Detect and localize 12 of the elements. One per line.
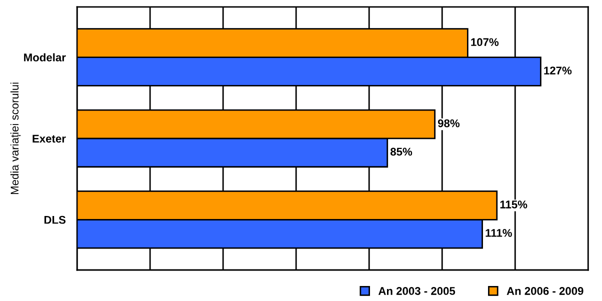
data-label: 115% <box>500 200 528 208</box>
y-tick-label: Exeter <box>32 134 66 143</box>
legend-label: An 2003 - 2005 <box>378 287 456 295</box>
data-label: 127% <box>544 66 572 74</box>
legend-label: An 2006 - 2009 <box>506 287 584 295</box>
data-label: 107% <box>471 38 499 46</box>
data-label: 85% <box>390 148 412 156</box>
data-label: 98% <box>438 119 460 128</box>
y-tick-label: DLS <box>44 216 66 224</box>
y-axis-title: Media variației scorului <box>10 82 21 194</box>
y-tick-label: Modelar <box>24 53 66 62</box>
data-label: 111% <box>486 229 512 237</box>
